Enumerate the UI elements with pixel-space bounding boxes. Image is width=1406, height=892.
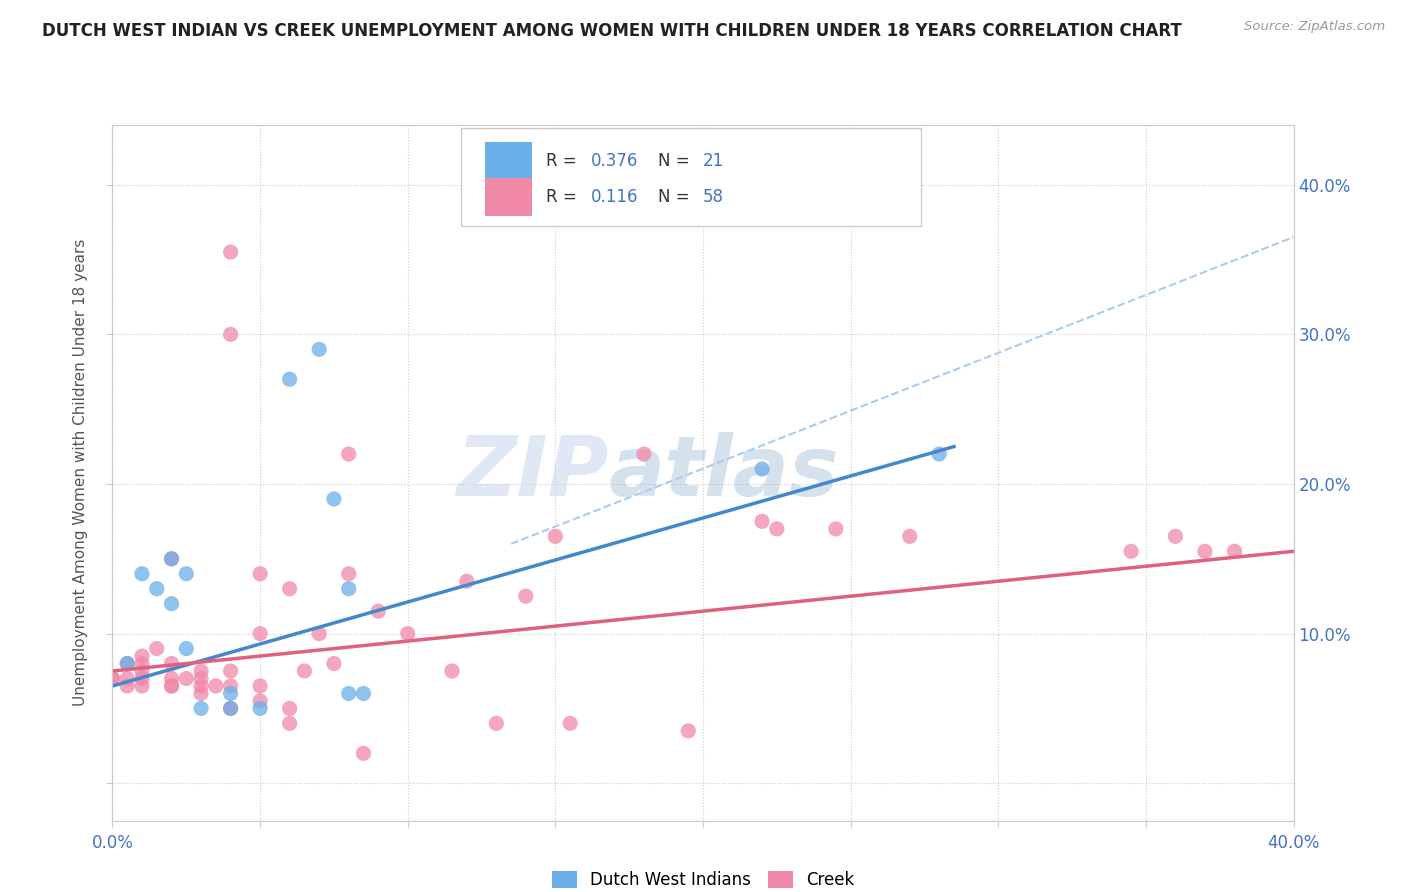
- Point: [337, 566, 360, 581]
- Point: [219, 664, 242, 678]
- Point: [367, 604, 389, 618]
- Text: atlas: atlas: [609, 433, 839, 513]
- Point: [485, 716, 508, 731]
- Point: [101, 672, 124, 686]
- Point: [131, 664, 153, 678]
- Point: [219, 701, 242, 715]
- Point: [131, 566, 153, 581]
- Point: [160, 551, 183, 566]
- Point: [352, 747, 374, 761]
- Point: [219, 245, 242, 260]
- Point: [544, 529, 567, 543]
- Point: [323, 491, 346, 506]
- Point: [1119, 544, 1142, 558]
- Point: [1164, 529, 1187, 543]
- Text: R =: R =: [546, 152, 582, 169]
- Point: [766, 522, 789, 536]
- Point: [824, 522, 846, 536]
- Point: [515, 589, 537, 603]
- Point: [190, 679, 212, 693]
- Point: [278, 372, 301, 386]
- Point: [278, 716, 301, 731]
- Point: [337, 582, 360, 596]
- Point: [117, 657, 138, 671]
- Point: [751, 462, 773, 476]
- Y-axis label: Unemployment Among Women with Children Under 18 years: Unemployment Among Women with Children U…: [73, 239, 89, 706]
- Text: N =: N =: [658, 152, 695, 169]
- Point: [751, 515, 773, 529]
- Point: [678, 723, 700, 738]
- Point: [160, 657, 183, 671]
- Point: [117, 672, 138, 686]
- Point: [219, 701, 242, 715]
- Text: 21: 21: [703, 152, 724, 169]
- Point: [249, 694, 271, 708]
- Point: [131, 648, 153, 663]
- Point: [160, 679, 183, 693]
- Point: [278, 701, 301, 715]
- Point: [337, 686, 360, 700]
- Point: [131, 672, 153, 686]
- Point: [249, 626, 271, 640]
- Text: ZIP: ZIP: [456, 433, 609, 513]
- Point: [278, 582, 301, 596]
- Point: [249, 566, 271, 581]
- Point: [441, 664, 464, 678]
- Text: 0.116: 0.116: [591, 188, 638, 206]
- Point: [249, 701, 271, 715]
- Point: [396, 626, 419, 640]
- Point: [1223, 544, 1246, 558]
- Point: [292, 664, 315, 678]
- Point: [174, 566, 197, 581]
- Text: 40.0%: 40.0%: [1267, 834, 1320, 852]
- Point: [174, 672, 197, 686]
- Point: [456, 574, 478, 589]
- Point: [1194, 544, 1216, 558]
- Point: [146, 582, 169, 596]
- Text: N =: N =: [658, 188, 695, 206]
- Point: [190, 672, 212, 686]
- Point: [174, 641, 197, 656]
- Point: [337, 447, 360, 461]
- Point: [898, 529, 921, 543]
- Point: [219, 686, 242, 700]
- Point: [308, 343, 330, 357]
- Text: R =: R =: [546, 188, 582, 206]
- Point: [352, 686, 374, 700]
- Point: [160, 672, 183, 686]
- FancyBboxPatch shape: [485, 178, 531, 216]
- Point: [205, 679, 228, 693]
- Point: [190, 701, 212, 715]
- Point: [190, 664, 212, 678]
- Point: [160, 597, 183, 611]
- Point: [117, 657, 138, 671]
- Point: [219, 327, 242, 342]
- Point: [160, 679, 183, 693]
- Point: [101, 672, 124, 686]
- Point: [928, 447, 950, 461]
- Text: 0.0%: 0.0%: [91, 834, 134, 852]
- Point: [323, 657, 346, 671]
- Point: [131, 679, 153, 693]
- FancyBboxPatch shape: [485, 142, 531, 180]
- Point: [219, 679, 242, 693]
- Text: 0.376: 0.376: [591, 152, 638, 169]
- Text: Source: ZipAtlas.com: Source: ZipAtlas.com: [1244, 20, 1385, 33]
- FancyBboxPatch shape: [461, 128, 921, 226]
- Point: [160, 551, 183, 566]
- Point: [146, 641, 169, 656]
- Text: 58: 58: [703, 188, 724, 206]
- Point: [190, 686, 212, 700]
- Point: [558, 716, 582, 731]
- Point: [633, 447, 655, 461]
- Point: [249, 679, 271, 693]
- Text: DUTCH WEST INDIAN VS CREEK UNEMPLOYMENT AMONG WOMEN WITH CHILDREN UNDER 18 YEARS: DUTCH WEST INDIAN VS CREEK UNEMPLOYMENT …: [42, 22, 1182, 40]
- Point: [117, 679, 138, 693]
- Point: [131, 657, 153, 671]
- Legend: Dutch West Indians, Creek: Dutch West Indians, Creek: [546, 864, 860, 892]
- Point: [308, 626, 330, 640]
